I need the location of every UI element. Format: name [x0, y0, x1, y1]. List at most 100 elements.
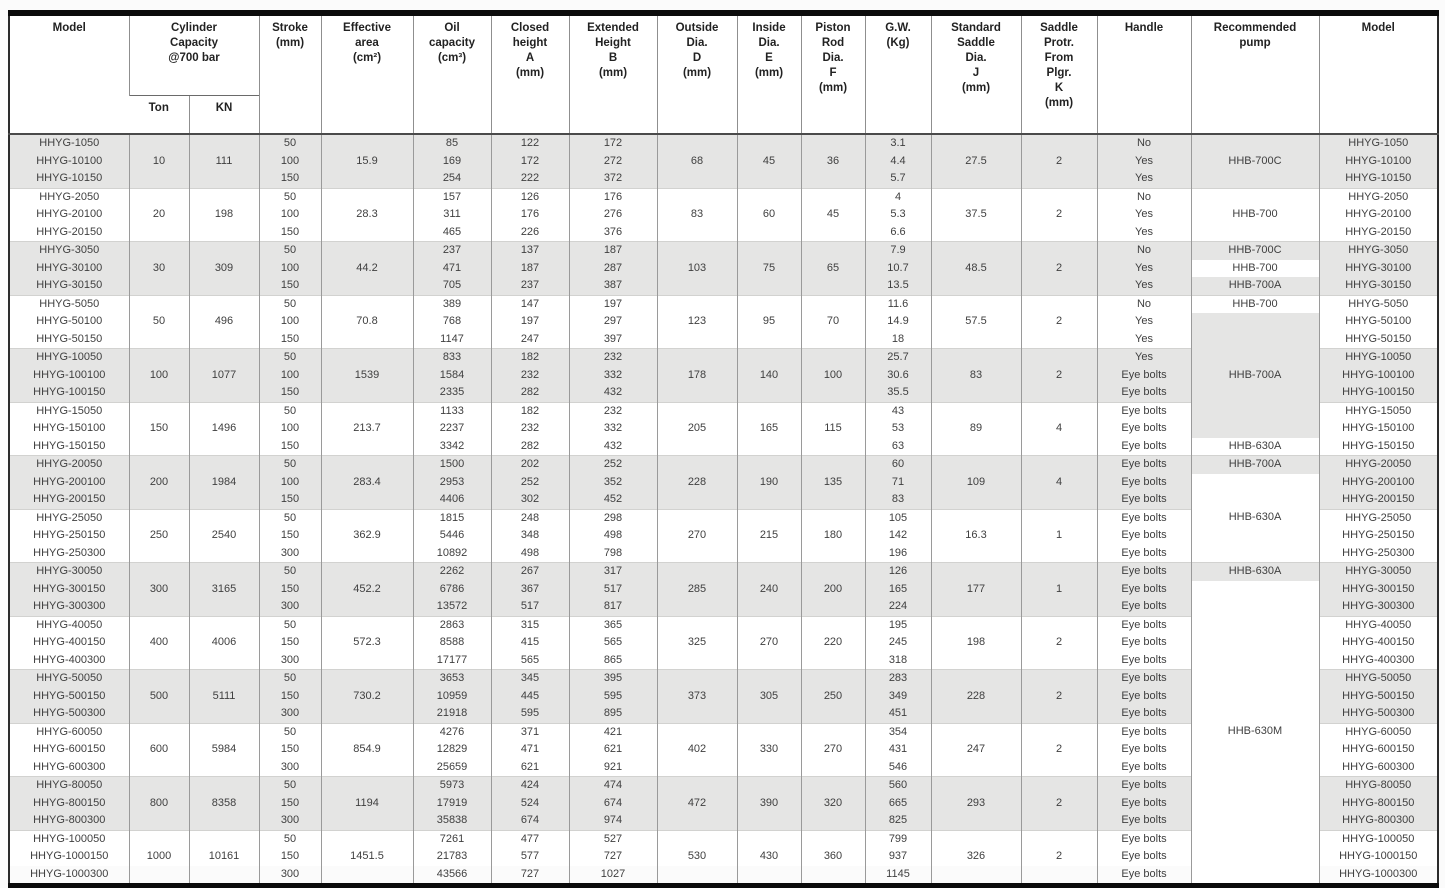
cell-closed-height: 348 [490, 527, 569, 545]
cell-gw: 11.6 [864, 294, 931, 313]
cell-handle: Eye bolts [1096, 812, 1191, 830]
table-row: HHYG-250300 300 10892 498 798 196 Eye bolts HHY… [9, 544, 1438, 563]
cell-recommended-pump: HHB-700A [1190, 455, 1319, 474]
cell-oil-capacity: 705 [412, 277, 491, 295]
cell-model-left: HHYG-2050 [9, 187, 129, 206]
cell-gw: 937 [864, 848, 931, 866]
cell-stroke: 300 [258, 758, 321, 777]
cell-handle: Eye bolts [1096, 580, 1191, 598]
cell-saddle-protr: 2 [1020, 829, 1097, 886]
cell-stroke: 300 [258, 544, 321, 563]
cell-handle: Eye bolts [1096, 455, 1191, 474]
cell-effective-area: 283.4 [320, 455, 413, 509]
cell-gw: 665 [864, 794, 931, 812]
cell-gw: 6.6 [864, 223, 931, 242]
cell-outside-dia: 103 [656, 241, 737, 295]
cell-handle: Eye bolts [1096, 401, 1191, 420]
cell-saddle-protr: 2 [1020, 615, 1097, 670]
cell-model-right: HHYG-40050 [1318, 615, 1438, 634]
table-row: HHYG-600150 150 12829 471 621 431 Eye bolts HHY… [9, 741, 1438, 759]
cell-oil-capacity: 2237 [412, 420, 491, 438]
cell-model-right: HHYG-800300 [1318, 812, 1438, 830]
cell-kn: 10161 [188, 829, 259, 886]
cell-piston-rod-dia: 70 [800, 294, 865, 349]
cell-handle: Yes [1096, 330, 1191, 349]
cell-extended-height: 817 [568, 598, 657, 616]
header-inside-dia: Inside Dia. E (mm) [736, 13, 801, 134]
cell-model-right: HHYG-80050 [1318, 776, 1438, 795]
cell-kn: 1984 [188, 455, 259, 509]
table-row: HHYG-100050 1000 10161 50 1451.5 7261 477 527 53… [9, 829, 1438, 886]
cell-model-right: HHYG-200150 [1318, 491, 1438, 509]
cell-stroke: 150 [258, 384, 321, 402]
cell-saddle-protr: 2 [1020, 133, 1097, 188]
cell-closed-height: 524 [490, 794, 569, 812]
cell-gw: 126 [864, 562, 931, 581]
cell-inside-dia: 60 [736, 187, 801, 242]
table-row: HHYG-250150 150 5446 348 498 142 Eye bolts HHYG… [9, 527, 1438, 545]
cell-kn: 111 [188, 133, 259, 188]
cell-ton: 800 [128, 776, 189, 830]
cell-gw: 71 [864, 473, 931, 491]
cell-model-right: HHYG-20050 [1318, 455, 1438, 474]
cell-model-left: HHYG-80050 [9, 776, 129, 795]
cell-handle: Eye bolts [1096, 669, 1191, 688]
cell-stroke: 50 [258, 294, 321, 313]
cell-handle: Eye bolts [1096, 437, 1191, 456]
cell-gw: 4.4 [864, 152, 931, 170]
cell-closed-height: 182 [490, 401, 569, 420]
cell-outside-dia: 270 [656, 508, 737, 563]
cell-extended-height: 172 [568, 133, 657, 153]
cell-closed-height: 477 [490, 829, 569, 848]
cell-gw: 224 [864, 598, 931, 616]
cell-gw: 7.9 [864, 241, 931, 260]
cell-extended-height: 332 [568, 366, 657, 384]
cell-oil-capacity: 169 [412, 152, 491, 170]
cell-oil-capacity: 13572 [412, 598, 491, 616]
cell-handle: Eye bolts [1096, 420, 1191, 438]
cell-stroke: 300 [258, 865, 321, 886]
cell-inside-dia: 190 [736, 455, 801, 509]
cell-closed-height: 302 [490, 491, 569, 509]
cell-model-left: HHYG-30050 [9, 562, 129, 581]
cell-extended-height: 365 [568, 615, 657, 634]
table-row: HHYG-30150 150 705 237 387 13.5 Yes HHB-700A HHY… [9, 277, 1438, 295]
cell-oil-capacity: 1584 [412, 366, 491, 384]
cell-piston-rod-dia: 360 [800, 829, 865, 886]
cell-model-right: HHYG-400150 [1318, 634, 1438, 652]
cell-ton: 500 [128, 669, 189, 723]
cell-stroke: 50 [258, 133, 321, 153]
cell-extended-height: 798 [568, 544, 657, 563]
cell-kn: 496 [188, 294, 259, 349]
cell-saddle-protr: 2 [1020, 776, 1097, 830]
cell-model-left: HHYG-600150 [33, 743, 106, 756]
cell-standard-saddle-dia: 228 [930, 669, 1021, 723]
cell-gw: 18 [864, 330, 931, 349]
cell-gw: 13.5 [864, 277, 931, 295]
cell-gw: 63 [864, 437, 931, 456]
cell-closed-height: 565 [490, 651, 569, 670]
cell-stroke: 150 [258, 848, 321, 866]
cell-model-right: HHYG-250300 [1318, 544, 1438, 563]
cell-handle: Eye bolts [1096, 758, 1191, 777]
header-outside-dia: Outside Dia. D (mm) [656, 13, 737, 134]
cell-ton: 50 [128, 294, 189, 349]
cell-closed-height: 415 [490, 634, 569, 652]
cell-closed-height: 126 [490, 187, 569, 206]
cell-outside-dia: 325 [656, 615, 737, 670]
cell-oil-capacity: 2863 [412, 615, 491, 634]
cell-oil-capacity: 10892 [412, 544, 491, 563]
cell-model-left: HHYG-40050 [9, 615, 129, 634]
cell-closed-height: 222 [490, 170, 569, 188]
cell-stroke: 150 [258, 277, 321, 295]
cell-extended-height: 432 [568, 437, 657, 456]
header-kn: KN [188, 95, 259, 134]
table-row: HHYG-300300 300 13572 517 817 224 Eye bolts HHY… [9, 598, 1438, 616]
cell-closed-height: 232 [490, 420, 569, 438]
cell-recommended-pump: HHB-630A [1190, 437, 1319, 456]
table-row: HHYG-150150 150 3342 282 432 63 Eye bolts HHB-6… [9, 437, 1438, 456]
cell-saddle-protr: 2 [1020, 348, 1097, 402]
cell-standard-saddle-dia: 37.5 [930, 187, 1021, 242]
cell-handle: Yes [1096, 170, 1191, 188]
cell-outside-dia: 530 [656, 829, 737, 886]
